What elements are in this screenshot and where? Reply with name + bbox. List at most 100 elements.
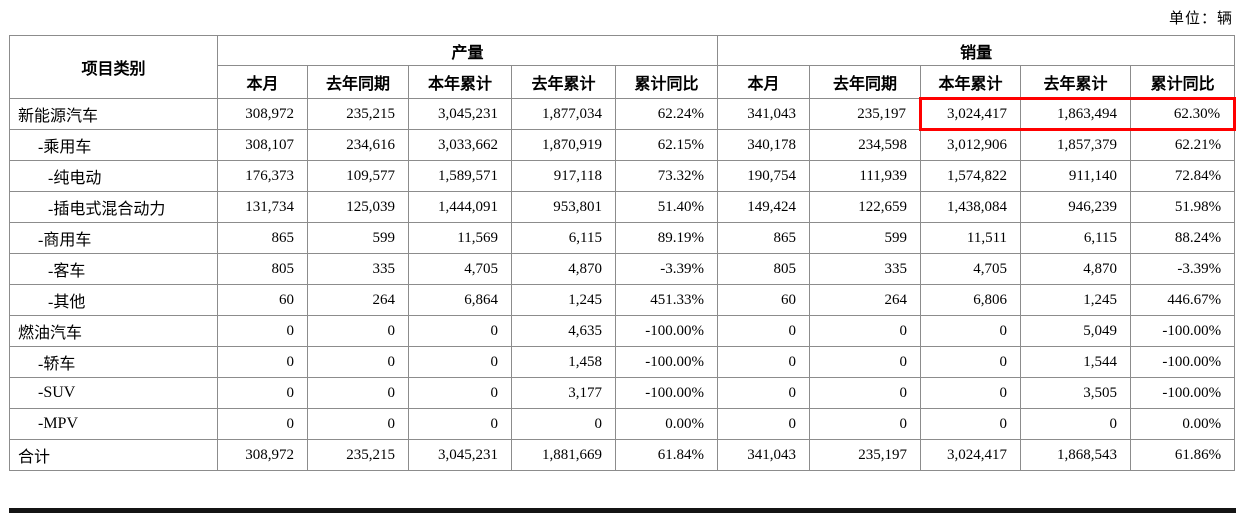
production-sales-table: 项目类别 产量 销量 本月 去年同期 本年累计 去年累计 累计同比 本月 去年同期 本年累计去… bbox=[9, 35, 1237, 471]
sales-cell: 1,245 bbox=[1020, 284, 1132, 316]
row-label: -SUV bbox=[9, 377, 218, 409]
production-cell: 89.19% bbox=[614, 222, 719, 254]
row-label: 合计 bbox=[9, 439, 218, 471]
table-row: -乘用车 308,107 234,616 3,033,662 1,870,919 62.1… bbox=[9, 129, 1236, 161]
sales-cell: 11,511 bbox=[920, 222, 1022, 254]
sales-cell: 1,574,822 bbox=[920, 160, 1022, 192]
production-cell: -100.00% bbox=[614, 315, 719, 347]
production-cell: 865 bbox=[217, 222, 308, 254]
sales-cell: 0 bbox=[920, 408, 1022, 440]
table-container: 项目类别 产量 销量 本月 去年同期 本年累计 去年累计 累计同比 本月 去年同期 本年累计去… bbox=[9, 35, 1237, 471]
production-cell: 308,107 bbox=[217, 129, 308, 161]
row-label: -MPV bbox=[9, 408, 218, 440]
production-cell: 109,577 bbox=[307, 160, 409, 192]
production-cell: 805 bbox=[217, 253, 308, 285]
sales-cell: 335 bbox=[809, 253, 922, 285]
sales-cell: -100.00% bbox=[1130, 315, 1236, 347]
production-cell: 4,635 bbox=[511, 315, 616, 347]
sales-cell: 4,705 bbox=[920, 253, 1022, 285]
sales-cell: 0 bbox=[809, 315, 922, 347]
production-cell: 62.15% bbox=[614, 129, 719, 161]
sales-cell: 341,043 bbox=[717, 439, 811, 471]
sales-cell: -100.00% bbox=[1130, 377, 1236, 409]
sales-cell: 0 bbox=[717, 377, 811, 409]
sales-cell: 0 bbox=[809, 346, 922, 378]
row-label: -其他 bbox=[9, 284, 218, 316]
row-label: -轿车 bbox=[9, 346, 218, 378]
production-group-header: 产量 bbox=[216, 35, 719, 66]
production-cell: 11,569 bbox=[408, 222, 512, 254]
sales-cell: -3.39% bbox=[1130, 253, 1236, 285]
table-row: -商用车 865 599 11,569 6,115 89.19% 865 599 11,511 6… bbox=[9, 222, 1236, 254]
production-cell: 6,115 bbox=[511, 222, 616, 254]
production-cell: 3,045,231 bbox=[408, 439, 512, 471]
table-body: 新能源汽车 308,972 235,215 3,045,231 1,877,034 62.… bbox=[9, 97, 1237, 471]
production-column-header: 去年累计 bbox=[511, 65, 616, 99]
row-label: -纯电动 bbox=[9, 160, 218, 192]
group-header-row: 项目类别 产量 销量 bbox=[9, 35, 1236, 99]
production-cell: 1,589,571 bbox=[408, 160, 512, 192]
sales-cell: 805 bbox=[717, 253, 811, 285]
sales-column-header: 去年同期 bbox=[809, 65, 922, 99]
table-row: -轿车 0 0 0 1,458 -100.00% 0 0 0 1,544 -100.00% bbox=[9, 346, 1236, 378]
sales-cell: 235,197 bbox=[809, 98, 922, 130]
sales-cell: 4,870 bbox=[1020, 253, 1132, 285]
sales-cell: 3,012,906 bbox=[920, 129, 1022, 161]
sales-column-header: 本年累计 bbox=[920, 65, 1022, 99]
production-cell: 335 bbox=[307, 253, 409, 285]
sales-cell: 911,140 bbox=[1020, 160, 1132, 192]
sales-cell: 0 bbox=[809, 408, 922, 440]
sub-header-row: 本月 去年同期 本年累计 去年累计 累计同比 本月 去年同期 本年累计 去年累计 累计同比 bbox=[10, 65, 1236, 99]
production-column-header: 去年同期 bbox=[307, 65, 409, 99]
production-cell: 308,972 bbox=[217, 439, 308, 471]
production-cell: 1,245 bbox=[511, 284, 616, 316]
sales-cell: 0 bbox=[717, 408, 811, 440]
sales-cell: 3,505 bbox=[1020, 377, 1132, 409]
row-label: -商用车 bbox=[9, 222, 218, 254]
sales-cell: 111,939 bbox=[809, 160, 922, 192]
production-cell: 3,045,231 bbox=[408, 98, 512, 130]
production-cell: 917,118 bbox=[511, 160, 616, 192]
production-cell: 4,705 bbox=[408, 253, 512, 285]
table-row: 新能源汽车 308,972 235,215 3,045,231 1,877,034 62.… bbox=[9, 97, 1237, 131]
sales-cell: 72.84% bbox=[1130, 160, 1236, 192]
production-cell: 0 bbox=[217, 346, 308, 378]
row-label: -插电式混合动力 bbox=[9, 191, 218, 223]
sales-cell-highlighted: 1,863,494 bbox=[1020, 97, 1132, 131]
production-cell: 953,801 bbox=[511, 191, 616, 223]
production-cell: 1,870,919 bbox=[511, 129, 616, 161]
production-cell: 0 bbox=[217, 377, 308, 409]
table-row: -MPV 0 0 0 0 0.00% 0 0 0 0 0.00% bbox=[9, 408, 1236, 440]
sales-cell: 0 bbox=[920, 377, 1022, 409]
sales-cell: 234,598 bbox=[809, 129, 922, 161]
production-cell: 235,215 bbox=[307, 439, 409, 471]
sales-cell: 341,043 bbox=[717, 98, 811, 130]
sales-column-header: 本月 bbox=[717, 65, 811, 99]
sales-cell: 0 bbox=[809, 377, 922, 409]
row-label: -客车 bbox=[9, 253, 218, 285]
sales-cell: 5,049 bbox=[1020, 315, 1132, 347]
table-row: -客车 805 335 4,705 4,870 -3.39% 805 335 4,705 4,87… bbox=[9, 253, 1236, 285]
production-cell: 131,734 bbox=[217, 191, 308, 223]
production-cell: 0.00% bbox=[614, 408, 719, 440]
sales-cell: -100.00% bbox=[1130, 346, 1236, 378]
sales-cell: 1,438,084 bbox=[920, 191, 1022, 223]
production-cell: 51.40% bbox=[614, 191, 719, 223]
row-label: -乘用车 bbox=[9, 129, 218, 161]
production-cell: -3.39% bbox=[614, 253, 719, 285]
production-cell: 0 bbox=[408, 377, 512, 409]
sales-cell-highlighted: 62.30% bbox=[1130, 97, 1237, 131]
sales-cell: 264 bbox=[809, 284, 922, 316]
sales-cell: 946,239 bbox=[1020, 191, 1132, 223]
sales-cell: 865 bbox=[717, 222, 811, 254]
production-cell: 0 bbox=[307, 408, 409, 440]
production-cell: 60 bbox=[217, 284, 308, 316]
sales-cell: 190,754 bbox=[717, 160, 811, 192]
production-cell: 0 bbox=[408, 315, 512, 347]
row-label: 燃油汽车 bbox=[9, 315, 218, 347]
production-cell: 0 bbox=[408, 346, 512, 378]
production-cell: 3,033,662 bbox=[408, 129, 512, 161]
production-cell: 0 bbox=[307, 315, 409, 347]
sales-cell: 1,544 bbox=[1020, 346, 1132, 378]
sales-cell-highlighted: 3,024,417 bbox=[919, 97, 1022, 131]
